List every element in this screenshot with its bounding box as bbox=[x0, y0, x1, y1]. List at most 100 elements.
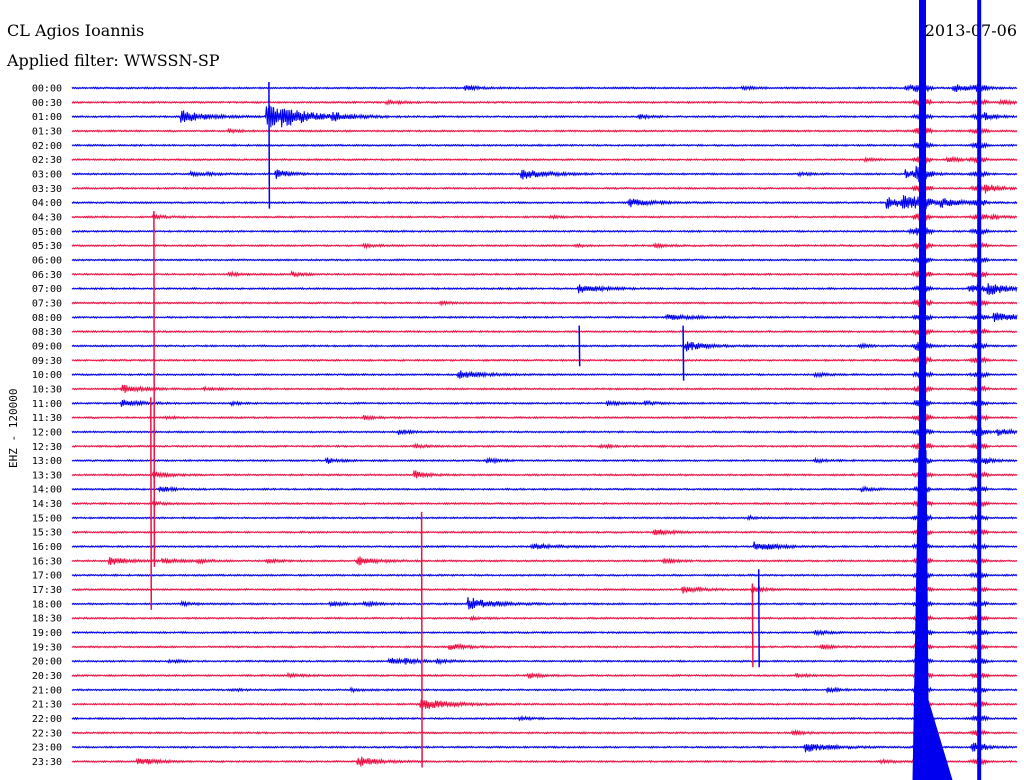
trace-line bbox=[71, 513, 1018, 524]
time-tick-label: 23:30 bbox=[32, 757, 62, 768]
time-tick-label: 20:30 bbox=[32, 671, 62, 682]
trace-line bbox=[71, 442, 1018, 451]
time-tick-label: 04:00 bbox=[32, 198, 62, 209]
time-tick-label: 03:30 bbox=[32, 184, 62, 195]
spike-mark bbox=[578, 325, 581, 367]
trace-line bbox=[71, 126, 1018, 137]
time-tick-label: 07:30 bbox=[32, 298, 62, 309]
time-tick-label: 14:30 bbox=[32, 499, 62, 510]
trace-line bbox=[71, 298, 1018, 309]
time-tick-label: 22:30 bbox=[32, 728, 62, 739]
time-tick-label: 16:00 bbox=[32, 542, 62, 553]
trace-line bbox=[71, 327, 1018, 336]
time-tick-label: 13:30 bbox=[32, 470, 62, 481]
quake-coda bbox=[912, 450, 953, 780]
trace-line bbox=[71, 355, 1018, 365]
trace-line bbox=[71, 756, 1018, 768]
time-tick-label: 00:00 bbox=[32, 84, 62, 95]
trace-line bbox=[71, 484, 1018, 494]
time-tick-label: 15:30 bbox=[32, 528, 62, 539]
trace-line bbox=[71, 370, 1018, 380]
time-tick-label: 17:00 bbox=[32, 571, 62, 582]
date-label: 2013-07-06 bbox=[925, 21, 1017, 40]
trace-line bbox=[71, 268, 1018, 280]
time-tick-label: 18:00 bbox=[32, 599, 62, 610]
time-tick-label: 01:00 bbox=[32, 112, 62, 123]
trace-line bbox=[71, 241, 1018, 250]
trace-line bbox=[71, 412, 1018, 423]
time-tick-label: 01:30 bbox=[32, 127, 62, 138]
channel-label: EHZ - 120000 bbox=[7, 389, 20, 468]
time-tick-label: 22:00 bbox=[32, 714, 62, 725]
time-tick-label: 11:30 bbox=[32, 413, 62, 424]
trace-line bbox=[71, 398, 1018, 408]
trace-line bbox=[71, 713, 1018, 724]
time-tick-label: 23:00 bbox=[32, 743, 62, 754]
time-tick-label: 05:00 bbox=[32, 227, 62, 238]
time-tick-label: 16:30 bbox=[32, 556, 62, 567]
trace-line bbox=[71, 254, 1018, 265]
station-title: CL Agios Ioannis bbox=[7, 21, 144, 40]
trace-line bbox=[71, 597, 1018, 610]
spike-mark bbox=[150, 397, 153, 610]
time-tick-label: 06:30 bbox=[32, 270, 62, 281]
spike-mark bbox=[420, 511, 423, 768]
trace-line bbox=[71, 183, 1018, 194]
trace-line bbox=[71, 641, 1018, 652]
trace-line bbox=[71, 584, 1018, 595]
trace-line bbox=[71, 154, 1018, 165]
time-tick-label: 03:00 bbox=[32, 170, 62, 181]
time-axis-labels: 00:00 00:30 01:00 01:30 02:00 02:30 03:00 03:30… bbox=[32, 84, 62, 769]
time-tick-label: 02:30 bbox=[32, 155, 62, 166]
trace-line bbox=[71, 670, 1018, 680]
time-tick-label: 19:00 bbox=[32, 628, 62, 639]
trace-line bbox=[71, 165, 1018, 183]
time-tick-label: 13:00 bbox=[32, 456, 62, 467]
time-tick-label: 04:30 bbox=[32, 213, 62, 224]
spike-mark bbox=[682, 325, 685, 381]
trace-line bbox=[71, 195, 1018, 211]
trace-line bbox=[71, 140, 1018, 152]
trace-line bbox=[71, 499, 1018, 508]
time-tick-label: 10:00 bbox=[32, 370, 62, 381]
time-tick-label: 08:30 bbox=[32, 327, 62, 338]
trace-line bbox=[71, 470, 1018, 480]
time-tick-label: 09:00 bbox=[32, 341, 62, 352]
time-tick-label: 21:30 bbox=[32, 700, 62, 711]
time-tick-label: 05:30 bbox=[32, 241, 62, 252]
time-tick-label: 12:30 bbox=[32, 442, 62, 453]
time-tick-label: 17:30 bbox=[32, 585, 62, 596]
time-tick-label: 00:30 bbox=[32, 98, 62, 109]
time-tick-label: 08:00 bbox=[32, 313, 62, 324]
time-tick-label: 06:00 bbox=[32, 256, 62, 267]
time-tick-label: 20:00 bbox=[32, 657, 62, 668]
time-tick-label: 19:30 bbox=[32, 642, 62, 653]
trace-line bbox=[71, 556, 1018, 567]
filter-subtitle: Applied filter: WWSSN-SP bbox=[6, 51, 220, 70]
time-tick-label: 14:00 bbox=[32, 485, 62, 496]
spike-mark bbox=[751, 583, 754, 668]
trace-line bbox=[71, 312, 1018, 323]
time-tick-label: 21:00 bbox=[32, 685, 62, 696]
trace-line bbox=[71, 685, 1018, 695]
trace-line bbox=[71, 727, 1018, 738]
trace-line bbox=[71, 225, 1018, 237]
time-tick-label: 09:30 bbox=[32, 356, 62, 367]
quake-column bbox=[919, 0, 926, 780]
trace-line bbox=[71, 283, 1018, 296]
trace-line bbox=[71, 456, 1018, 465]
trace-line bbox=[71, 96, 1018, 107]
trace-line bbox=[71, 541, 1018, 552]
trace-line bbox=[71, 105, 1018, 128]
spike-mark bbox=[757, 569, 760, 668]
time-tick-label: 07:00 bbox=[32, 284, 62, 295]
trace-line bbox=[71, 627, 1018, 639]
time-tick-label: 18:30 bbox=[32, 614, 62, 625]
trace-line bbox=[71, 212, 1018, 221]
time-tick-label: 02:00 bbox=[32, 141, 62, 152]
trace-line bbox=[71, 339, 1018, 352]
time-tick-label: 15:00 bbox=[32, 513, 62, 524]
trace-line bbox=[71, 613, 1018, 622]
time-tick-label: 12:00 bbox=[32, 427, 62, 438]
